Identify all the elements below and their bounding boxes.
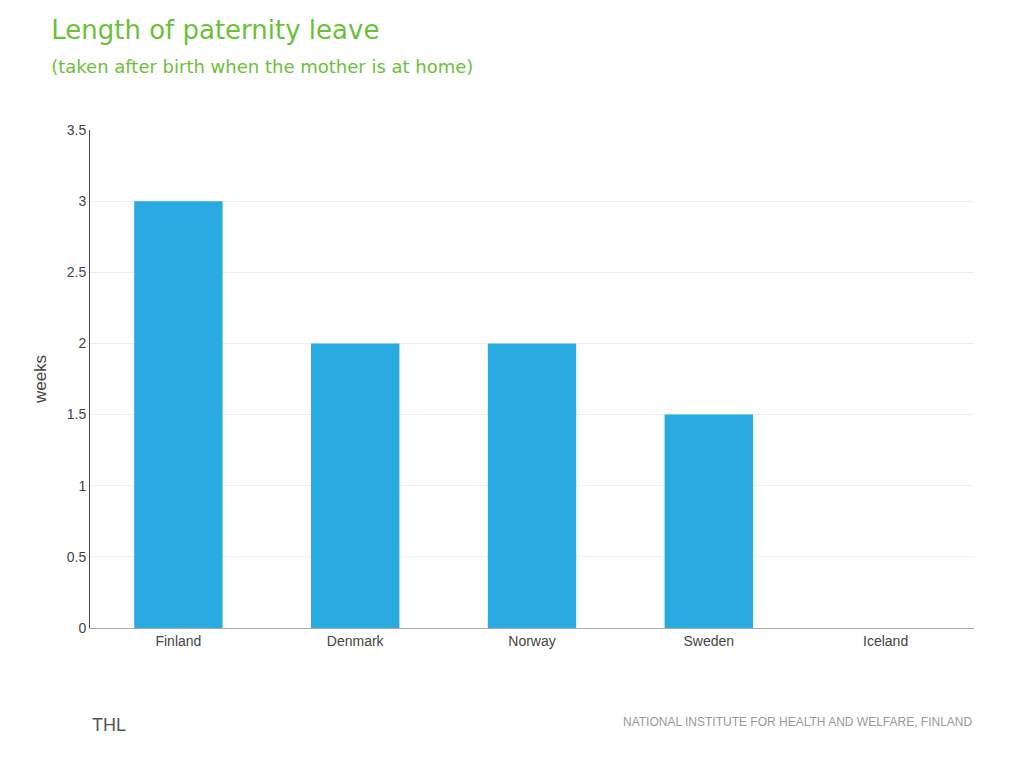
svg-text:1: 1 <box>78 478 86 494</box>
svg-text:0.5: 0.5 <box>67 549 87 565</box>
svg-text:3: 3 <box>78 193 86 209</box>
svg-text:THL: THL <box>92 715 126 735</box>
svg-text:NATIONAL INSTITUTE FOR HEALTH: NATIONAL INSTITUTE FOR HEALTH AND WELFAR… <box>623 715 972 729</box>
svg-text:Iceland: Iceland <box>863 633 908 649</box>
svg-text:1.5: 1.5 <box>67 406 87 422</box>
svg-text:2.5: 2.5 <box>67 264 87 280</box>
svg-text:Sweden: Sweden <box>684 633 735 649</box>
svg-text:3.5: 3.5 <box>67 122 87 138</box>
svg-text:Finland: Finland <box>155 633 201 649</box>
svg-text:Denmark: Denmark <box>327 633 385 649</box>
svg-text:2: 2 <box>78 335 86 351</box>
svg-text:Length of paternity leave(take: Length of paternity leave(taken after bi… <box>51 15 473 77</box>
svg-text:Norway: Norway <box>508 633 555 649</box>
svg-text:0: 0 <box>78 620 86 636</box>
svg-text:weeks: weeks <box>31 355 50 404</box>
